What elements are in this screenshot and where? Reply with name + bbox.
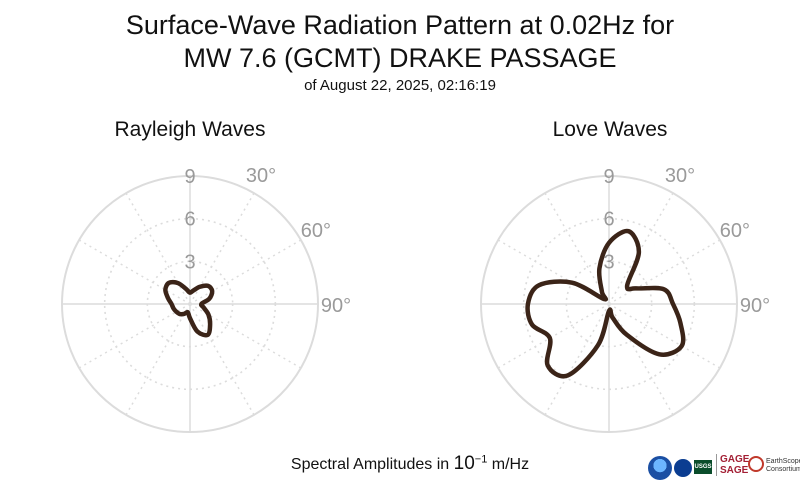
rayleigh-radial-tick-label: 6 xyxy=(184,209,195,231)
love-angle-tick-label: 30° xyxy=(665,165,695,187)
earthscope-logo-text: EarthScope Consortium xyxy=(766,458,800,474)
chart-title-line-2: MW 7.6 (GCMT) DRAKE PASSAGE xyxy=(183,43,617,73)
earthscope-consortium: Consortium xyxy=(766,466,800,473)
nsf-logo-icon xyxy=(648,456,672,480)
caption-exponent: −1 xyxy=(474,453,488,466)
chart-title-line-1: Surface-Wave Radiation Pattern at 0.02Hz… xyxy=(125,10,675,40)
rayleigh-radiation-pattern-line xyxy=(163,279,215,338)
rayleigh-angle-tick-label: 60° xyxy=(301,220,331,242)
rayleigh-radial-tick-label: 3 xyxy=(184,251,195,273)
rayleigh-ring-3 xyxy=(146,260,234,348)
love-spoke xyxy=(608,303,674,416)
sponsor-logos: USGS GAGE SAGE EarthScope Consortium xyxy=(648,452,800,488)
rayleigh-ring-9 xyxy=(61,175,319,433)
love-spoke xyxy=(608,239,721,305)
caption-base: 10 xyxy=(453,453,475,474)
rayleigh-spoke xyxy=(125,303,191,416)
rayleigh-ring-6 xyxy=(103,217,277,391)
love-radiation-pattern-line xyxy=(525,228,686,379)
usgs-logo: USGS xyxy=(694,460,712,474)
rayleigh-spoke xyxy=(125,192,191,305)
caption-unit: m/Hz xyxy=(487,456,530,473)
rayleigh-spoke xyxy=(78,239,191,305)
love-radial-tick-label: 3 xyxy=(603,251,614,273)
rayleigh-radial-tick-label: 9 xyxy=(184,166,195,188)
love-panel-title: Love Waves xyxy=(552,118,668,141)
earthscope-logo-icon xyxy=(748,456,764,472)
gage-text: GAGE xyxy=(720,454,750,465)
rayleigh-panel-title: Rayleigh Waves xyxy=(114,118,266,141)
love-spoke xyxy=(544,303,610,416)
love-ring-9 xyxy=(480,175,738,433)
rayleigh-angle-tick-label: 30° xyxy=(246,165,276,187)
love-ring-3 xyxy=(565,260,653,348)
love-radial-tick-label: 9 xyxy=(603,166,614,188)
love-ring-6 xyxy=(522,217,696,391)
amplitude-units-caption: Spectral Amplitudes in 10−1 m/Hz xyxy=(0,453,800,475)
rayleigh-spoke xyxy=(189,239,302,305)
rayleigh-spoke xyxy=(78,303,191,369)
nasa-logo-icon xyxy=(674,459,692,477)
love-radial-tick-label: 6 xyxy=(603,209,614,231)
love-angle-tick-label: 60° xyxy=(720,220,750,242)
love-spoke xyxy=(497,303,610,369)
caption-prefix: Spectral Amplitudes in xyxy=(290,456,454,473)
earthscope-name: EarthScope xyxy=(766,458,800,465)
rayleigh-spoke xyxy=(189,303,255,416)
gage-sage-logo: GAGE SAGE xyxy=(716,454,749,476)
sage-text: SAGE xyxy=(720,465,749,476)
love-angle-tick-label: 90° xyxy=(740,295,770,317)
chart-subtitle: of August 22, 2025, 02:16:19 xyxy=(304,77,496,94)
rayleigh-angle-tick-label: 90° xyxy=(321,295,351,317)
